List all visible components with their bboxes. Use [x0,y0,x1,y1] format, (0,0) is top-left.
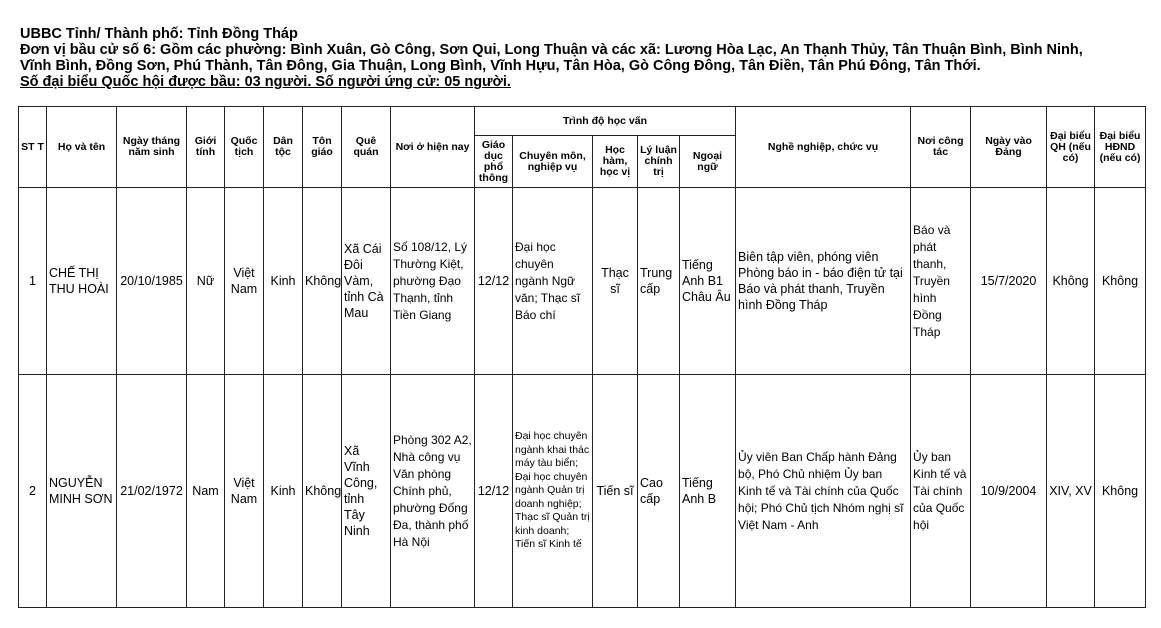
cell-pc-delegate: Không [1094,374,1147,608]
col-party-date: Ngày vào Đảng [970,106,1048,188]
col-dob: Ngày tháng năm sinh [116,106,187,188]
col-ethnicity: Dân tộc [263,106,303,188]
cell-name: CHẾ THỊ THU HOÀI [46,187,117,375]
cell-gender: Nữ [186,187,225,375]
cell-residence: Số 108/12, Lý Thường Kiệt, phường Đạo Th… [390,187,475,375]
cell-dob: 20/10/1985 [116,187,187,375]
table-row: 2 NGUYỄN MINH SƠN 21/02/1972 Nam Việt Na… [18,374,1147,608]
col-specialty: Chuyên môn, nghiệp vụ [512,135,593,188]
cell-language: Tiếng Anh B1 Châu Âu [678,187,737,375]
table-row: 1 CHẾ THỊ THU HOÀI 20/10/1985 Nữ Việt Na… [18,187,1147,375]
cell-general-edu: 12/12 [474,187,513,375]
cell-occupation: Biên tập viên, phóng viên Phòng báo in -… [735,187,912,375]
col-hometown: Quê quán [341,106,391,188]
cell-stt: 1 [18,187,47,375]
cell-nationality: Việt Nam [224,187,264,375]
col-degree: Học hàm, học vị [592,135,638,188]
cell-religion: Không [302,187,342,375]
cell-politics: Cao cấp [637,374,680,608]
cell-religion: Không [302,374,342,608]
col-religion: Tôn giáo [302,106,342,188]
col-workplace: Nơi công tác [910,106,972,188]
col-residence: Nơi ở hiện nay [390,106,475,188]
cell-dob: 21/02/1972 [116,374,187,608]
col-language: Ngoại ngữ [678,135,737,188]
cell-nationality: Việt Nam [224,374,264,608]
col-occupation: Nghề nghiệp, chức vụ [735,106,912,188]
cell-ethnicity: Kinh [263,374,303,608]
header-row: ST T Họ và tên Ngày tháng năm sinh Giới … [18,106,1147,188]
electoral-unit: Đơn vị bầu cử số 6: Gồm các phường: Bình… [20,42,1083,58]
cell-general-edu: 12/12 [474,374,513,608]
cell-specialty: Đại học chuyên ngành khai thác máy tàu b… [512,374,593,608]
cell-language: Tiếng Anh B [678,374,737,608]
seat-count: Số đại biểu Quốc hội được bầu: 03 người.… [20,74,511,90]
col-nationality: Quốc tịch [224,106,264,188]
cell-degree: Tiến sĩ [592,374,638,608]
cell-party-date: 15/7/2020 [970,187,1048,375]
cell-residence: Phòng 302 A2, Nhà công vụ Văn phòng Chín… [390,374,475,608]
candidate-table: ST T Họ và tên Ngày tháng năm sinh Giới … [18,106,1147,608]
cell-na-delegate: XIV, XV [1046,374,1096,608]
col-pc-delegate: Đại biểu HĐND (nếu có) [1094,106,1147,188]
col-stt: ST T [18,106,47,188]
cell-name: NGUYỄN MINH SƠN [46,374,117,608]
document-header: UBBC Tỉnh/ Thành phố: Tỉnh Đồng Tháp Đơn… [20,26,1160,90]
cell-party-date: 10/9/2004 [970,374,1048,608]
cell-politics: Trung cấp [637,187,680,375]
col-name: Họ và tên [46,106,117,188]
col-politics: Lý luận chính trị [637,135,680,188]
cell-pc-delegate: Không [1094,187,1147,375]
cell-ethnicity: Kinh [263,187,303,375]
cell-workplace: Ủy ban Kinh tế và Tài chính của Quốc hội [910,374,972,608]
col-gender: Giới tính [186,106,225,188]
cell-degree: Thạc sĩ [592,187,638,375]
cell-workplace: Báo và phát thanh, Truyền hình Đồng Tháp [910,187,972,375]
cell-stt: 2 [18,374,47,608]
cell-specialty: Đại học chuyên ngành Ngữ văn; Thạc sĩ Bá… [512,187,593,375]
cell-gender: Nam [186,374,225,608]
subheader-row: Giáo dục phổ thông Chuyên môn, nghiệp vụ… [19,135,1146,188]
election-committee: UBBC Tỉnh/ Thành phố: Tỉnh Đồng Tháp [20,26,298,42]
cell-na-delegate: Không [1046,187,1096,375]
cell-hometown: Xã Vĩnh Công, tỉnh Tây Ninh [341,374,391,608]
cell-occupation: Ủy viên Ban Chấp hành Đảng bộ, Phó Chủ n… [735,374,912,608]
col-education-group: Trình độ học vấn [473,106,737,136]
col-general-edu: Giáo dục phổ thông [474,135,513,188]
electoral-unit-cont: Vĩnh Bình, Đồng Sơn, Phú Thành, Tân Đông… [20,58,981,74]
cell-hometown: Xã Cái Đôi Vàm, tỉnh Cà Mau [341,187,391,375]
col-na-delegate: Đại biểu QH (nếu có) [1046,106,1096,188]
